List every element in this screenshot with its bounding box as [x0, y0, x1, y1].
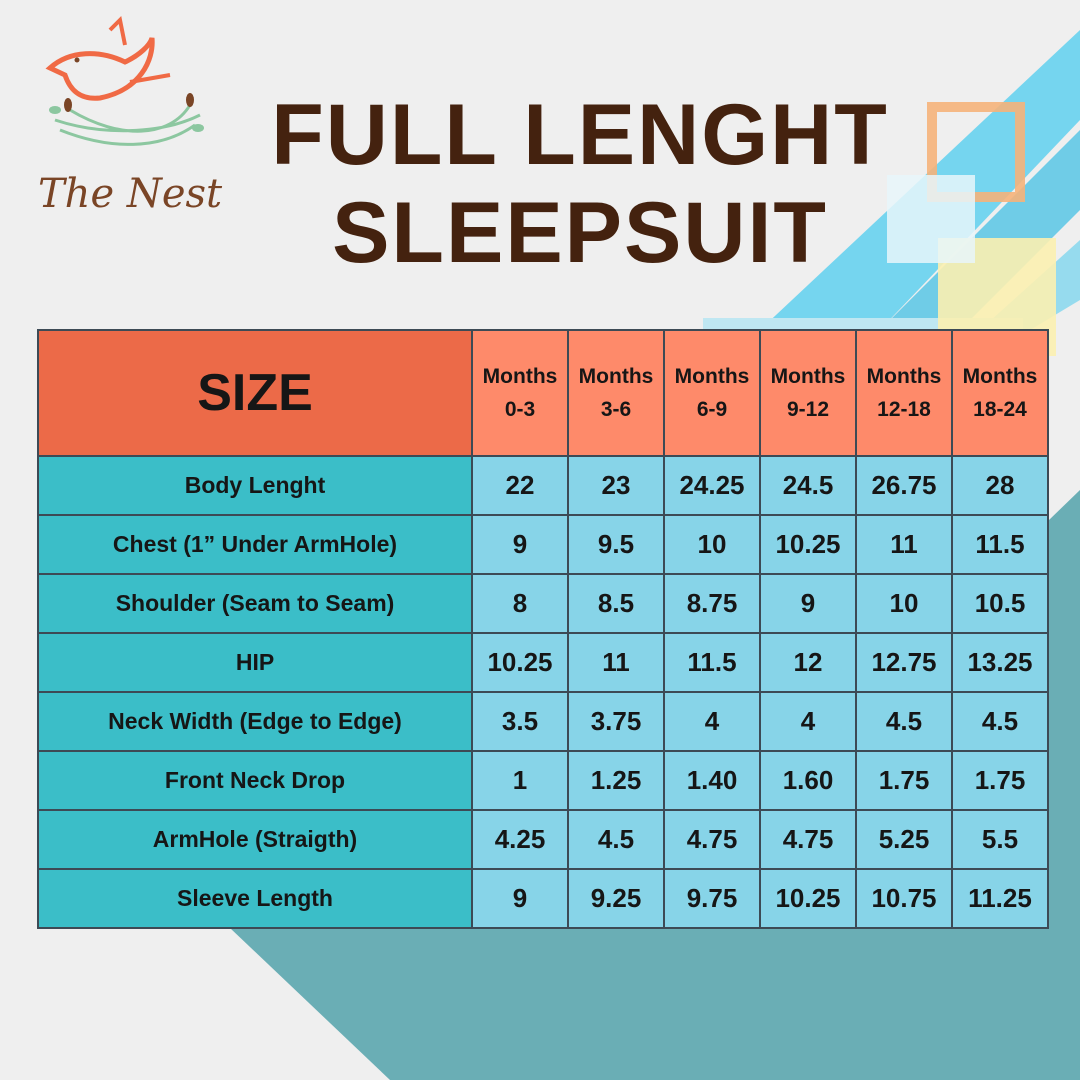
measurement-cell: 1: [471, 750, 569, 811]
table-row: HIP 10.25 11 11.5 12 12.75 13.25: [37, 632, 1049, 693]
month-column-header: Months 0-3: [471, 329, 569, 457]
measurement-cell: 10.25: [759, 514, 857, 575]
measurement-cell: 11.25: [951, 868, 1049, 929]
measurement-cell: 10.25: [471, 632, 569, 693]
measurement-cell: 8.75: [663, 573, 761, 634]
measurement-cell: 8.5: [567, 573, 665, 634]
measurement-cell: 10.5: [951, 573, 1049, 634]
month-column-header: Months 3-6: [567, 329, 665, 457]
column-top-label: Months: [482, 365, 558, 388]
measurement-cell: 28: [951, 455, 1049, 516]
measurement-cell: 11: [855, 514, 953, 575]
measurement-cell: 23: [567, 455, 665, 516]
row-label: Neck Width (Edge to Edge): [37, 691, 473, 752]
measurement-cell: 1.75: [855, 750, 953, 811]
row-label: Front Neck Drop: [37, 750, 473, 811]
measurement-cell: 1.60: [759, 750, 857, 811]
column-top-label: Months: [866, 365, 942, 388]
measurement-cell: 9.25: [567, 868, 665, 929]
month-column-header: Months 18-24: [951, 329, 1049, 457]
measurement-cell: 4.5: [855, 691, 953, 752]
row-label: Body Lenght: [37, 455, 473, 516]
title-line-2: SLEEPSUIT: [332, 185, 828, 281]
column-range-label: 18-24: [973, 398, 1027, 421]
measurement-cell: 26.75: [855, 455, 953, 516]
measurement-cell: 5.5: [951, 809, 1049, 870]
table-row: Body Lenght 22 23 24.25 24.5 26.75 28: [37, 455, 1049, 516]
header-row: SIZE Months 0-3 Months 3-6 Months 6-9 Months 9-…: [37, 329, 1049, 457]
month-column-header: Months 6-9: [663, 329, 761, 457]
measurement-cell: 10: [663, 514, 761, 575]
measurement-cell: 9.5: [567, 514, 665, 575]
measurement-cell: 4.75: [663, 809, 761, 870]
measurement-cell: 4.25: [471, 809, 569, 870]
column-range-label: 6-9: [696, 398, 728, 421]
table-row: Front Neck Drop 1 1.25 1.40 1.60 1.75 1.75: [37, 750, 1049, 811]
measurement-cell: 22: [471, 455, 569, 516]
measurement-cell: 4.75: [759, 809, 857, 870]
table-row: Sleeve Length 9 9.25 9.75 10.25 10.75 11.25: [37, 868, 1049, 929]
measurement-cell: 11.5: [951, 514, 1049, 575]
column-top-label: Months: [770, 365, 846, 388]
measurement-cell: 4.5: [951, 691, 1049, 752]
measurement-cell: 11.5: [663, 632, 761, 693]
measurement-cell: 9: [471, 514, 569, 575]
table-row: ArmHole (Straigth) 4.25 4.5 4.75 4.75 5.25 5.5: [37, 809, 1049, 870]
table-row: Chest (1” Under ArmHole) 9 9.5 10 10.25 11 11.…: [37, 514, 1049, 575]
measurement-cell: 8: [471, 573, 569, 634]
column-range-label: 3-6: [600, 398, 632, 421]
month-column-header: Months 9-12: [759, 329, 857, 457]
measurement-cell: 13.25: [951, 632, 1049, 693]
row-label: Shoulder (Seam to Seam): [37, 573, 473, 634]
measurement-cell: 5.25: [855, 809, 953, 870]
measurement-cell: 9: [759, 573, 857, 634]
table-row: Shoulder (Seam to Seam) 8 8.5 8.75 9 10 10.5: [37, 573, 1049, 634]
measurement-cell: 4.5: [567, 809, 665, 870]
measurement-cell: 24.5: [759, 455, 857, 516]
column-range-label: 0-3: [504, 398, 536, 421]
row-label: Chest (1” Under ArmHole): [37, 514, 473, 575]
month-column-header: Months 12-18: [855, 329, 953, 457]
measurement-cell: 4: [663, 691, 761, 752]
measurement-cell: 10: [855, 573, 953, 634]
measurement-cell: 3.5: [471, 691, 569, 752]
measurement-cell: 1.40: [663, 750, 761, 811]
size-chart-table: SIZE Months 0-3 Months 3-6 Months 6-9 Months 9-…: [37, 329, 1049, 929]
measurement-cell: 11: [567, 632, 665, 693]
measurement-cell: 10.75: [855, 868, 953, 929]
measurement-cell: 24.25: [663, 455, 761, 516]
row-label: ArmHole (Straigth): [37, 809, 473, 870]
page-title: FULL LENGHT SLEEPSUIT: [200, 86, 960, 282]
row-label: HIP: [37, 632, 473, 693]
measurement-cell: 10.25: [759, 868, 857, 929]
measurement-cell: 9: [471, 868, 569, 929]
column-top-label: Months: [674, 365, 750, 388]
measurement-cell: 1.25: [567, 750, 665, 811]
column-top-label: Months: [578, 365, 654, 388]
measurement-cell: 3.75: [567, 691, 665, 752]
title-line-1: FULL LENGHT: [271, 87, 889, 183]
measurement-cell: 12.75: [855, 632, 953, 693]
column-range-label: 9-12: [786, 398, 830, 421]
brand-name: The Nest: [38, 171, 223, 217]
column-range-label: 12-18: [877, 398, 931, 421]
size-header: SIZE: [37, 329, 473, 457]
measurement-cell: 4: [759, 691, 857, 752]
measurement-cell: 9.75: [663, 868, 761, 929]
column-top-label: Months: [962, 365, 1038, 388]
row-label: Sleeve Length: [37, 868, 473, 929]
the-nest-logo: [45, 15, 204, 146]
table-row: Neck Width (Edge to Edge) 3.5 3.75 4 4 4.5 4.5: [37, 691, 1049, 752]
measurement-cell: 12: [759, 632, 857, 693]
measurement-cell: 1.75: [951, 750, 1049, 811]
